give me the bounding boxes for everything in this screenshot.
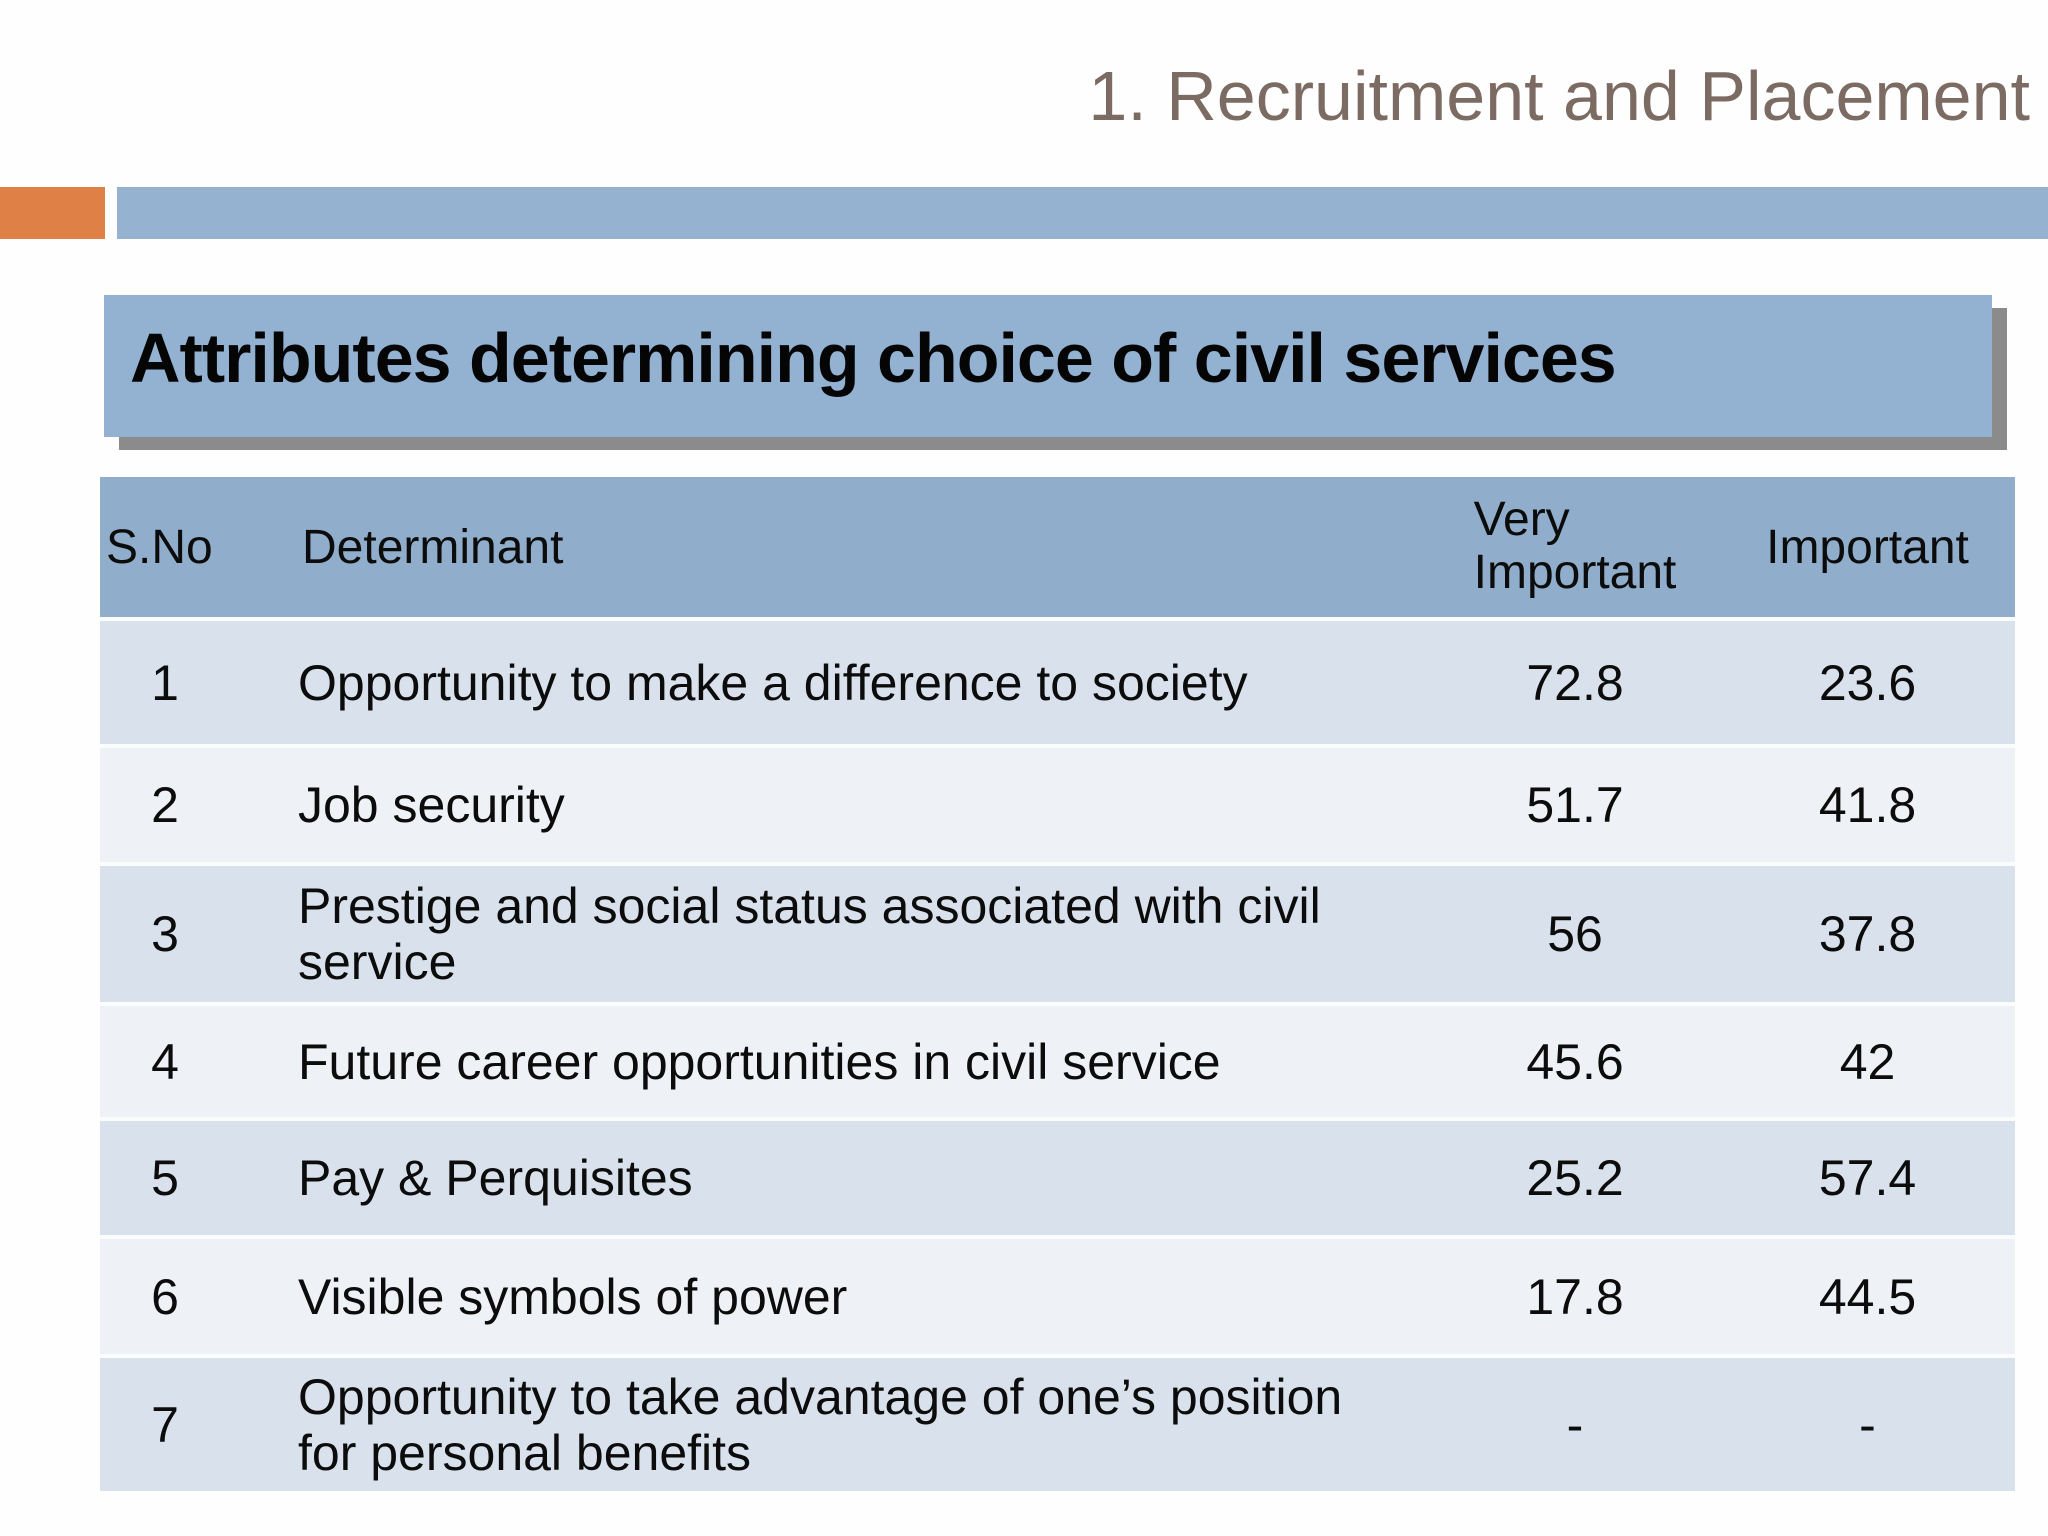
cell-determinant: Opportunity to make a difference to soci…: [298, 654, 1248, 711]
cell-important: 42: [1839, 1033, 1896, 1090]
cell-very-important: 72.8: [1526, 654, 1624, 711]
cell-determinant: Pay & Perquisites: [298, 1150, 693, 1206]
cell-determinant: Job security: [298, 777, 565, 833]
column-header-sno: S.No: [106, 520, 213, 574]
table-row: 2 Job security 51.7 41.8: [100, 744, 2015, 862]
cell-important: 37.8: [1818, 906, 1917, 962]
cell-important: 23.6: [1818, 654, 1917, 711]
column-header-very-important: Very Important: [1430, 477, 1720, 617]
table-row: 3 Prestige and social status associated …: [100, 862, 2015, 1002]
cell-very-important: 51.7: [1526, 777, 1624, 833]
blue-accent-bar: [117, 187, 2048, 239]
cell-very-important: 25.2: [1526, 1150, 1624, 1206]
cell-sno: 5: [151, 1150, 179, 1206]
slide-title: 1. Recruitment and Placement: [1088, 57, 2030, 135]
heading-text: Attributes determining choice of civil s…: [130, 319, 1617, 397]
cell-important: 57.4: [1818, 1150, 1917, 1206]
cell-determinant: Prestige and social status associated wi…: [298, 878, 1321, 990]
table-header-row: S.No Determinant Very Important Importan…: [100, 477, 2015, 617]
cell-very-important: 17.8: [1526, 1268, 1624, 1325]
heading-box: Attributes determining choice of civil s…: [104, 295, 1992, 437]
table-row: 4 Future career opportunities in civil s…: [100, 1002, 2015, 1117]
cell-sno: 6: [151, 1268, 179, 1325]
cell-sno: 7: [151, 1396, 179, 1453]
table-row: 7 Opportunity to take advantage of one’s…: [100, 1354, 2015, 1491]
cell-important: -: [1859, 1396, 1876, 1453]
cell-determinant: Opportunity to take advantage of one’s p…: [298, 1368, 1343, 1481]
cell-very-important: 45.6: [1526, 1033, 1624, 1090]
table-row: 1 Opportunity to make a difference to so…: [100, 617, 2015, 744]
cell-important: 44.5: [1818, 1268, 1917, 1325]
cell-sno: 4: [151, 1033, 179, 1090]
cell-determinant: Future career opportunities in civil ser…: [298, 1033, 1221, 1090]
cell-important: 41.8: [1818, 777, 1917, 833]
column-header-very-important-label: Very Important: [1473, 493, 1677, 599]
attributes-table: S.No Determinant Very Important Importan…: [100, 477, 2015, 1491]
column-header-determinant: Determinant: [302, 520, 564, 574]
cell-sno: 3: [151, 906, 179, 962]
cell-sno: 2: [151, 777, 179, 833]
cell-sno: 1: [151, 654, 179, 711]
table-row: 6 Visible symbols of power 17.8 44.5: [100, 1235, 2015, 1354]
cell-very-important: 56: [1547, 906, 1603, 962]
orange-accent-bar: [0, 187, 105, 239]
table-row: 5 Pay & Perquisites 25.2 57.4: [100, 1117, 2015, 1235]
cell-determinant: Visible symbols of power: [298, 1268, 848, 1325]
cell-very-important: -: [1566, 1396, 1584, 1453]
column-header-important: Important: [1766, 520, 1969, 574]
